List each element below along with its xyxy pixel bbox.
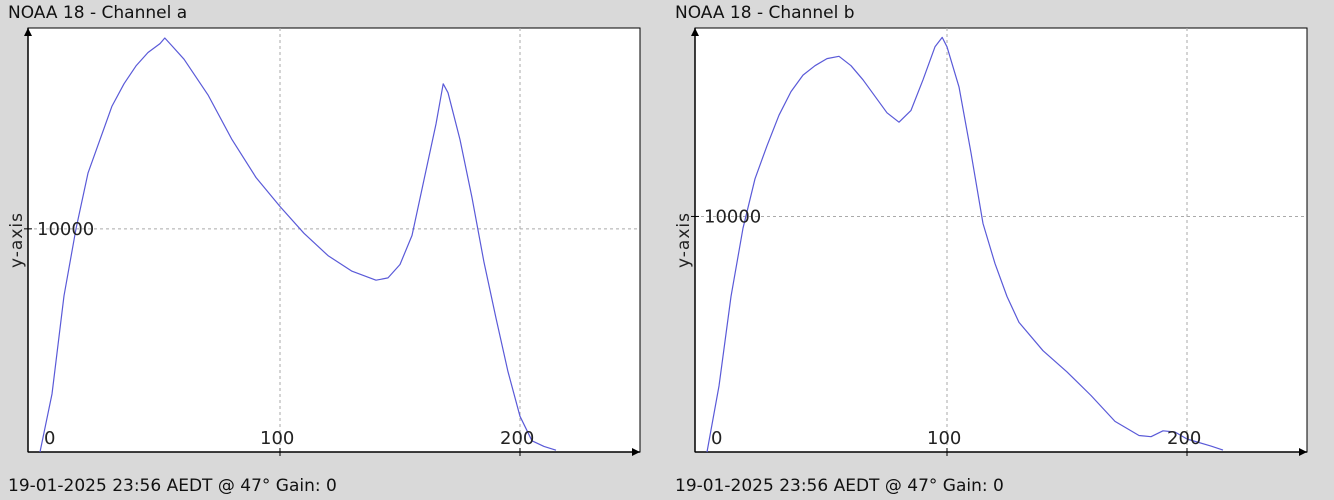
x-tick-label: 200 — [500, 428, 534, 449]
x-tick-label: 0 — [711, 428, 722, 449]
x-axis-arrow — [632, 448, 640, 456]
chart-title: NOAA 18 - Channel b — [675, 3, 855, 23]
x-tick-label: 100 — [927, 428, 961, 449]
y-axis-arrow — [24, 28, 32, 36]
y-axis-arrow — [691, 28, 699, 36]
x-tick-label: 200 — [1167, 428, 1201, 449]
y-axis-label: y-axis — [7, 212, 27, 268]
chart-panel-a: NOAA 18 - Channel a 0 100 200 10000 y-axis 1… — [7, 3, 641, 496]
x-tick-label: 0 — [44, 428, 55, 449]
y-axis-label: y-axis — [674, 212, 694, 268]
series-line-0 — [39, 37, 557, 453]
x-axis-arrow — [1299, 448, 1307, 456]
chart-footer: 19-01-2025 23:56 AEDT @ 47° Gain: 0 — [675, 476, 1004, 496]
chart-plot-b: 0 100 200 10000 y-axis — [674, 27, 1308, 456]
plot-area — [27, 27, 641, 453]
plot-area — [694, 27, 1308, 453]
series-line-0 — [706, 36, 1224, 453]
x-tick-label: 100 — [260, 428, 294, 449]
y-tick-label: 10000 — [37, 219, 94, 240]
chart-title: NOAA 18 - Channel a — [8, 3, 188, 23]
y-tick-label: 10000 — [704, 206, 761, 227]
chart-plot-a: 0 100 200 10000 y-axis — [7, 27, 641, 456]
chart-footer: 19-01-2025 23:56 AEDT @ 47° Gain: 0 — [8, 476, 337, 496]
chart-panel-b: NOAA 18 - Channel b 0 100 200 10000 y-axis 1… — [667, 0, 1334, 500]
